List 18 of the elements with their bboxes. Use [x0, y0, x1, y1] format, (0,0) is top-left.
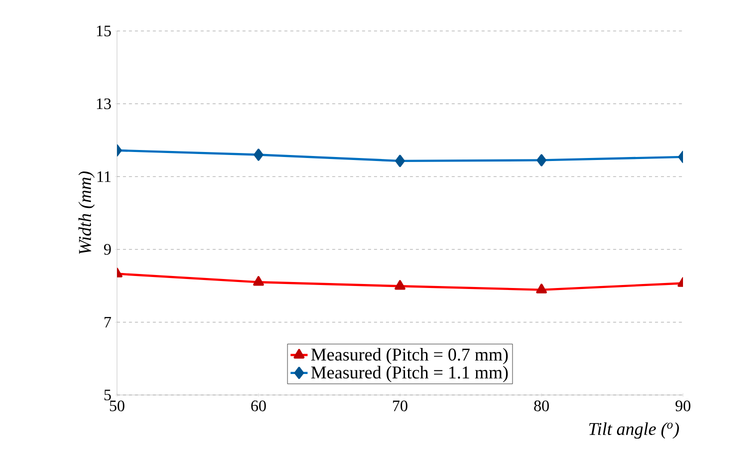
point	[254, 148, 264, 161]
y-tick-label: 7	[104, 316, 112, 328]
point	[395, 154, 405, 168]
point	[536, 154, 546, 166]
x-tick-label: 70	[393, 400, 408, 412]
x-axis-title: Tilt angle ($^{o}$)	[589, 422, 679, 439]
y-tick-label: 15	[96, 26, 111, 36]
legend-label: Measured (Pitch = 1.1 mm)	[311, 366, 508, 382]
y-tick-label: 11	[98, 171, 111, 182]
x-tick-label: 90	[676, 400, 690, 412]
y-tick-label: 9	[104, 244, 111, 255]
x-tick-label: 50	[110, 400, 124, 412]
y-axis-title: Width (mm)	[78, 171, 95, 254]
x-tick-label: 60	[251, 400, 266, 412]
legend-label: Measured (Pitch = 0.7 mm)	[311, 348, 508, 364]
y-tick-label: 5	[104, 390, 111, 400]
y-tick-label: 13	[96, 98, 111, 110]
x-tick-label: 80	[534, 400, 549, 412]
